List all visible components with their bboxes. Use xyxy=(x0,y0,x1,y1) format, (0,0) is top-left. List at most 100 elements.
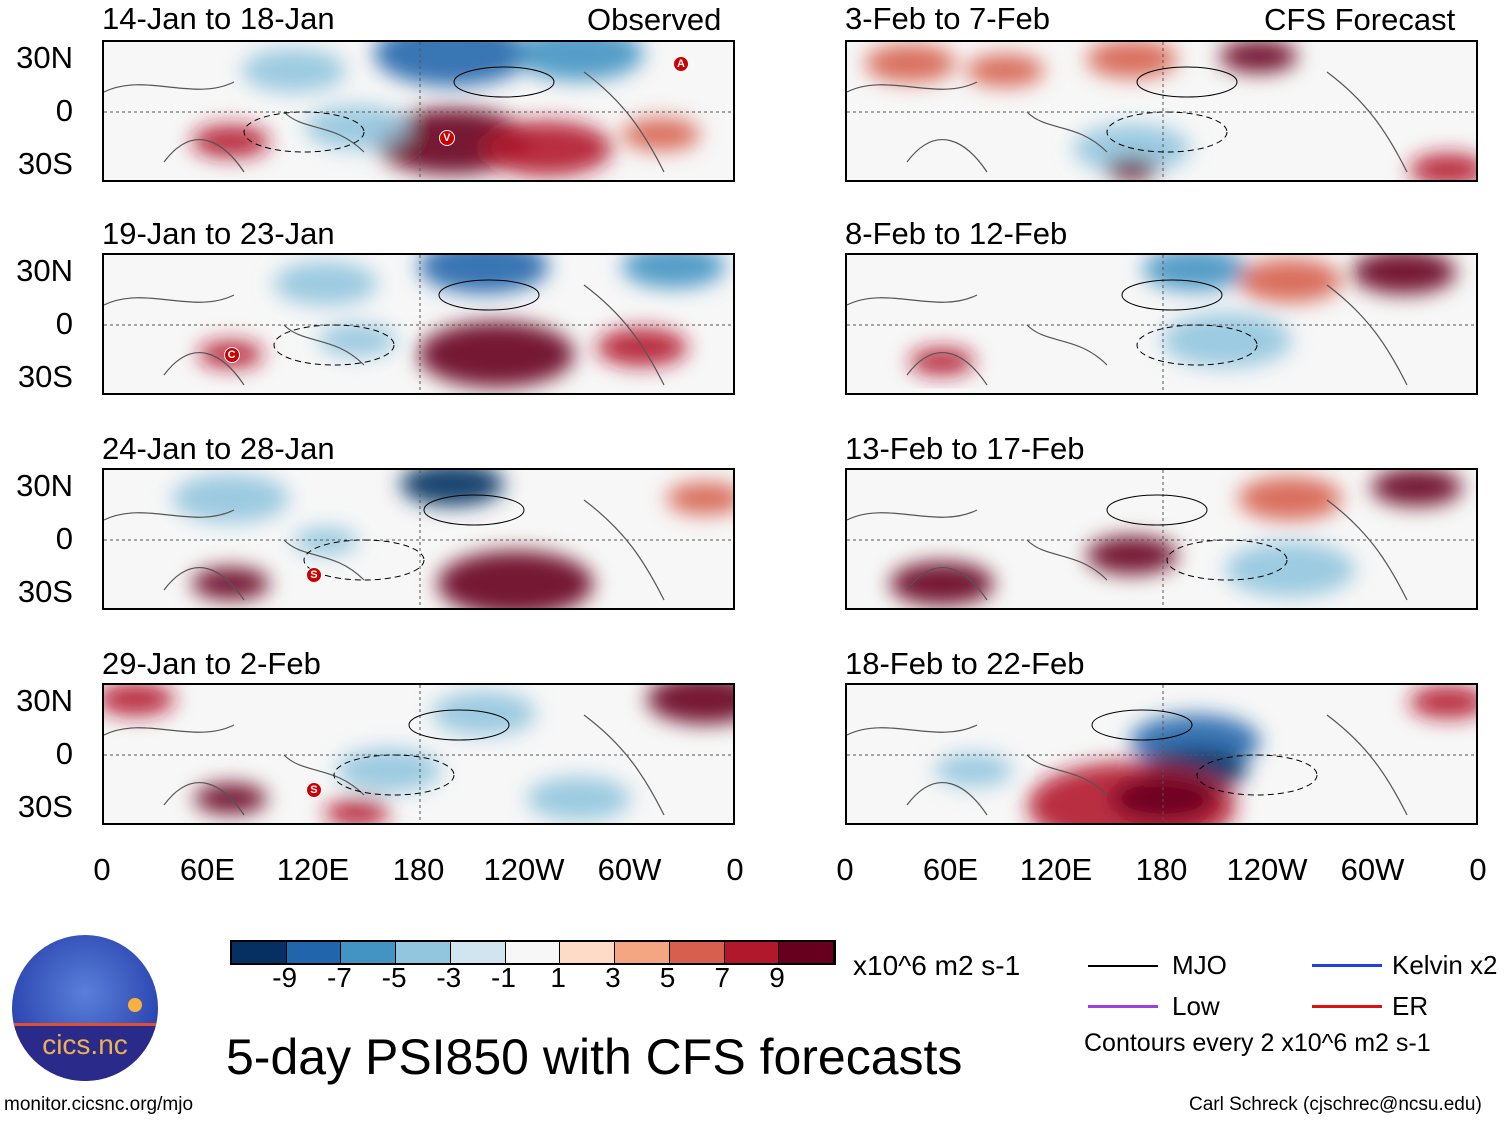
legend-mjo: MJO xyxy=(1172,950,1227,980)
positive-contour xyxy=(1106,494,1208,526)
legend-low: Low xyxy=(1172,991,1220,1021)
colorbar-tick-label: -5 xyxy=(381,962,407,993)
positive-contour xyxy=(1091,709,1193,741)
legend-kelvin: Kelvin x2 xyxy=(1392,950,1498,980)
negative-contour xyxy=(1106,111,1228,153)
logo: cics.nc xyxy=(12,935,158,1081)
panel-title: 3-Feb to 7-Feb xyxy=(845,1,1051,36)
negative-contour xyxy=(273,324,395,366)
anomaly-field xyxy=(847,42,1476,180)
anomaly-field xyxy=(847,685,1476,823)
longitude-label: 120E xyxy=(276,852,350,887)
forecast-label: CFS Forecast xyxy=(1264,2,1456,37)
longitude-label: 0 xyxy=(93,852,111,887)
wave-marker: S xyxy=(305,781,322,798)
latitude-label: 30N xyxy=(16,253,73,288)
latitude-label: 30S xyxy=(17,359,73,394)
coastlines xyxy=(104,71,665,173)
positive-contour xyxy=(438,279,540,311)
longitude-label: 60W xyxy=(1340,852,1405,887)
legend-er: ER xyxy=(1392,991,1429,1021)
colorbar-swatch xyxy=(232,942,287,963)
colorbar-swatch xyxy=(505,942,561,963)
longitude-label: 180 xyxy=(1135,852,1188,887)
coastlines xyxy=(104,499,665,601)
longitude-label: 120E xyxy=(1019,852,1093,887)
panel-title: 8-Feb to 12-Feb xyxy=(845,216,1068,251)
longitude-label: 120W xyxy=(483,852,565,887)
colorbar-swatch xyxy=(286,942,342,963)
colorbar-tick-label: 9 xyxy=(769,962,785,993)
psi850-map-panel: S xyxy=(102,683,735,825)
anomaly-field xyxy=(104,255,733,393)
psi850-map-panel xyxy=(845,468,1478,610)
colorbar-swatch xyxy=(669,942,725,963)
wave-marker: A xyxy=(673,56,690,73)
colorbar-tick-label: 7 xyxy=(714,962,731,993)
longitude-label: 0 xyxy=(1469,852,1487,887)
legend-mjo-line xyxy=(1088,965,1158,967)
colorbar-swatch xyxy=(724,942,780,963)
negative-contour xyxy=(1196,754,1318,796)
colorbar-swatch xyxy=(560,942,616,963)
latitude-label: 0 xyxy=(55,736,73,771)
anomaly-field xyxy=(847,255,1476,393)
contour-note: Contours every 2 x10^6 m2 s-1 xyxy=(1084,1029,1431,1057)
latitude-label: 0 xyxy=(55,521,73,556)
logo-text: cics.nc xyxy=(42,1029,128,1060)
positive-contour xyxy=(1121,279,1223,311)
colorbar-tick-label: 5 xyxy=(659,962,676,993)
panel-title: 13-Feb to 17-Feb xyxy=(845,431,1085,466)
units-label: x10^6 m2 s-1 xyxy=(853,950,1021,981)
psi850-map-panel xyxy=(845,683,1478,825)
panel-title: 24-Jan to 28-Jan xyxy=(102,431,335,466)
latitude-label: 0 xyxy=(55,306,73,341)
url-label: monitor.cicsnc.org/mjo xyxy=(4,1094,194,1115)
longitude-label: 0 xyxy=(726,852,744,887)
observed-label: Observed xyxy=(587,2,722,37)
negative-contour xyxy=(243,111,365,153)
latitude-label: 0 xyxy=(55,93,73,128)
psi850-map-panel xyxy=(845,40,1478,182)
colorbar-tick-label: -1 xyxy=(491,962,516,993)
coastlines xyxy=(104,284,665,386)
colorbar xyxy=(230,940,836,965)
panel-title: 29-Jan to 2-Feb xyxy=(102,646,321,681)
colorbar-tick-label: -9 xyxy=(272,962,298,993)
longitude-label: 60E xyxy=(179,852,236,887)
panel-title: 14-Jan to 18-Jan xyxy=(102,1,335,36)
negative-contour xyxy=(333,754,455,796)
positive-contour xyxy=(453,66,555,98)
negative-contour xyxy=(303,539,425,581)
positive-contour xyxy=(1136,66,1238,98)
latitude-label: 30N xyxy=(16,468,73,503)
colorbar-tick-label: 1 xyxy=(550,962,566,993)
longitude-label: 60W xyxy=(597,852,662,887)
latitude-label: 30N xyxy=(16,683,73,718)
colorbar-swatch xyxy=(615,942,670,963)
panel-title: 19-Jan to 23-Jan xyxy=(102,216,335,251)
wave-marker: C xyxy=(223,347,240,364)
longitude-label: 60E xyxy=(922,852,979,887)
colorbar-swatch xyxy=(779,942,835,963)
coastlines xyxy=(847,71,1408,173)
colorbar-tick-label: -7 xyxy=(326,962,352,993)
longitude-label: 180 xyxy=(392,852,445,887)
panel-title: 18-Feb to 22-Feb xyxy=(845,646,1085,681)
coastlines xyxy=(847,499,1408,601)
credit-label: Carl Schreck (cjschrec@ncsu.edu) xyxy=(1189,1094,1482,1115)
anomaly-field xyxy=(104,470,733,608)
colorbar-swatch xyxy=(396,942,451,963)
legend-er-line xyxy=(1312,1005,1382,1008)
figure-title: 5-day PSI850 with CFS forecasts xyxy=(226,1029,963,1085)
psi850-map-panel: C xyxy=(102,253,735,395)
latitude-label: 30S xyxy=(17,789,73,824)
positive-contour xyxy=(408,709,510,741)
psi850-map-panel: S xyxy=(102,468,735,610)
negative-contour xyxy=(1166,539,1288,581)
negative-contour xyxy=(1136,324,1258,366)
positive-contour xyxy=(423,494,525,526)
anomaly-field xyxy=(104,42,733,180)
psi850-map-panel xyxy=(845,253,1478,395)
